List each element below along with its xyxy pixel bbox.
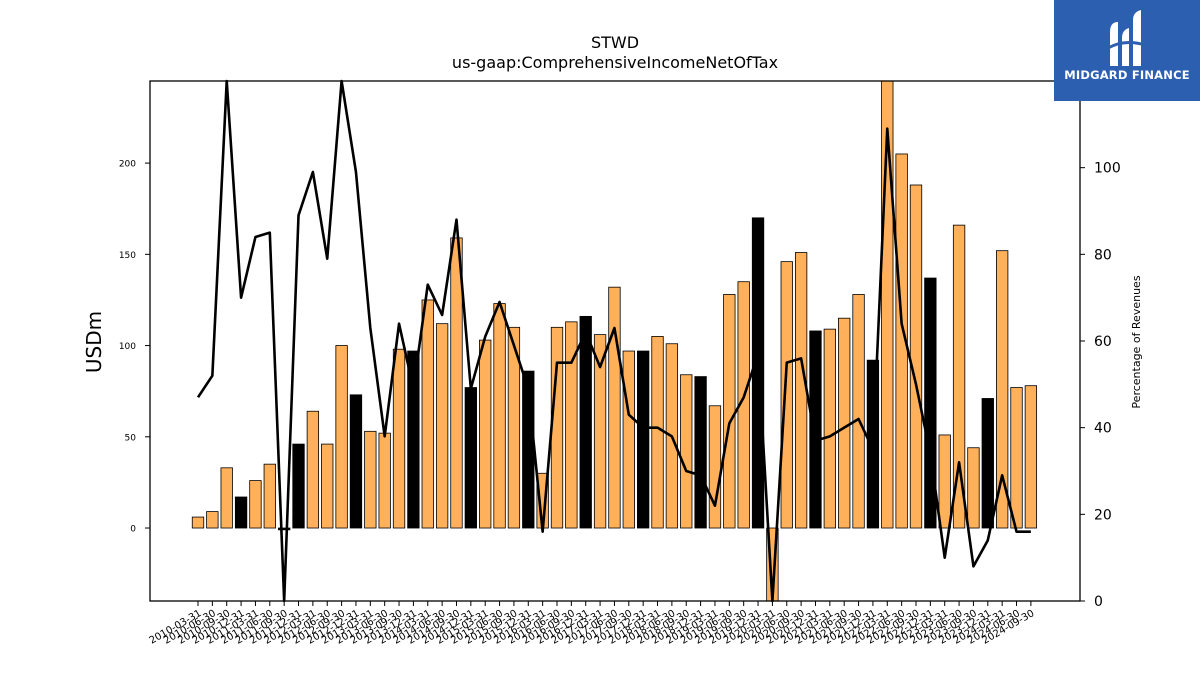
bar (321, 443, 334, 529)
bar (708, 405, 722, 529)
bar (895, 153, 908, 529)
bar (249, 480, 262, 529)
bar (450, 237, 463, 529)
bar (191, 516, 205, 529)
bar (981, 398, 994, 529)
brand-logo: MIDGARD FINANCE (1054, 0, 1200, 101)
bar (952, 224, 966, 529)
y-right-tick-label: 60 (1094, 334, 1112, 350)
bar (263, 463, 276, 529)
bar (794, 252, 808, 529)
bar (737, 281, 750, 529)
bar (234, 496, 248, 529)
bar (364, 430, 377, 529)
logo-mark-icon (1107, 10, 1149, 66)
right-axis: 0 20 40 60 80 100 (1080, 161, 1121, 610)
y-tick-label: 150 (119, 251, 136, 261)
chart-title: STWD (591, 33, 639, 52)
y-right-tick-label: 80 (1094, 247, 1112, 263)
bar (479, 339, 492, 529)
y-right-tick-label: 40 (1094, 421, 1112, 437)
bar (220, 467, 233, 529)
y-tick-label: 50 (125, 433, 137, 443)
bar (335, 345, 348, 529)
bar (938, 434, 951, 529)
bar (206, 511, 219, 529)
y-right-tick-label: 20 (1094, 507, 1112, 523)
bar (680, 374, 693, 529)
y-tick-label: 100 (119, 342, 136, 352)
series-line (196, 79, 1031, 603)
bar (996, 250, 1009, 529)
bar (924, 277, 937, 529)
bar (435, 323, 449, 529)
bar (507, 326, 521, 529)
y-tick-label: 200 (119, 160, 136, 170)
bar (593, 334, 607, 529)
bar (292, 443, 305, 529)
bar (780, 261, 793, 529)
bar (1010, 387, 1023, 529)
line-layer (196, 79, 1031, 603)
bar (608, 286, 621, 529)
bar (1024, 385, 1038, 529)
bar (493, 303, 506, 529)
bar (637, 350, 650, 529)
bar (909, 184, 923, 529)
bar (723, 294, 736, 529)
bar (838, 317, 851, 529)
bar (565, 321, 578, 529)
y-right-tick-label: 100 (1094, 161, 1121, 177)
bar (651, 336, 664, 529)
y-axis-label-right: Percentage of Revenues (1130, 275, 1143, 408)
bar (694, 376, 707, 529)
logo-text: MIDGARD FINANCE (1064, 68, 1190, 82)
x-axis: 2010-03-312010-06-302010-09-302010-12-31… (148, 601, 1036, 647)
bar (579, 315, 592, 529)
bar (306, 410, 320, 529)
bar (550, 326, 564, 529)
bar (421, 299, 434, 529)
y-axis-label-left: USDm (82, 311, 106, 373)
bar (809, 330, 822, 529)
left-axis: 0 50 100 150 200 (119, 160, 150, 535)
bar (967, 447, 980, 529)
bars-layer (191, 80, 1038, 602)
bar (349, 394, 363, 529)
chart-subtitle: us-gaap:ComprehensiveIncomeNetOfTax (452, 53, 778, 72)
bar (392, 348, 406, 529)
bar (464, 387, 477, 529)
bar (823, 328, 836, 529)
y-tick-label: 0 (130, 525, 136, 535)
bar (378, 432, 391, 529)
bar (622, 350, 635, 529)
y-right-tick-label: 0 (1094, 594, 1103, 610)
bar (407, 350, 420, 529)
bar (852, 294, 865, 529)
bar (278, 527, 291, 531)
